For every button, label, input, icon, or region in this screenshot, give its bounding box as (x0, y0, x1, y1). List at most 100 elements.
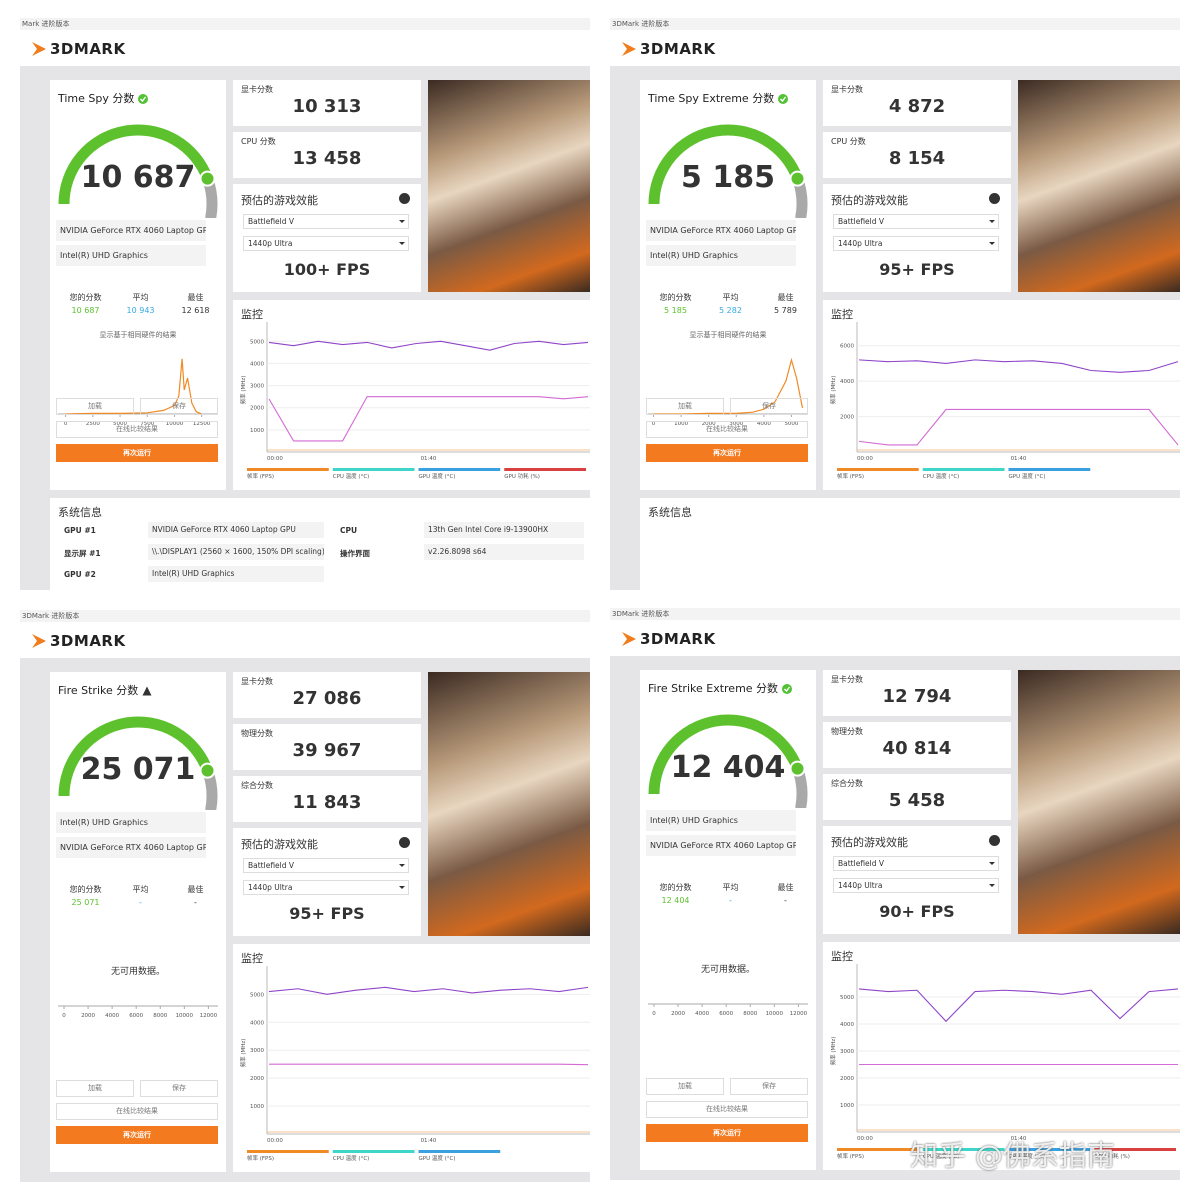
dist-tick-label: 12000 (200, 1013, 218, 1019)
button[interactable]: 在线比较结果 (646, 421, 808, 438)
dropdown[interactable]: Battlefield V (833, 856, 999, 871)
button[interactable]: 加载 (56, 398, 134, 415)
dist-tick-label: 5000 (113, 421, 127, 427)
y-tick-label: 1000 (840, 1103, 854, 1109)
dropdown[interactable]: Battlefield V (243, 858, 409, 873)
dropdown[interactable]: 1440p Ultra (243, 236, 409, 251)
y-tick-label: 2000 (250, 406, 264, 412)
compare-value: - (784, 896, 787, 905)
run-button[interactable]: 再次运行 (646, 1124, 808, 1142)
y-axis-title: 频率 (MHz) (239, 376, 247, 405)
monitor-title: 监控 (831, 308, 853, 321)
compare-label: 最佳 (777, 883, 794, 892)
button[interactable]: 保存 (140, 398, 218, 415)
legend-swatch (837, 1148, 919, 1151)
dropdown-arrow (399, 864, 405, 867)
button[interactable]: 保存 (730, 398, 808, 415)
status-badge (778, 94, 789, 104)
y-tick-label: 2000 (840, 1076, 854, 1082)
badge-check (140, 96, 147, 103)
window-title: 3DMark 进阶版本 (20, 610, 590, 622)
button[interactable]: 保存 (730, 1078, 808, 1095)
subscore-value: 13 458 (292, 148, 362, 169)
perf-box: 预估的游戏效能 Battlefield V 1440p Ultra 95+ FPS (233, 828, 421, 936)
y-tick-label: 3000 (250, 384, 264, 390)
subscore-label: 综合分数 (241, 781, 273, 790)
button[interactable]: 保存 (140, 1080, 218, 1097)
no-data: 无可用数据。 (700, 965, 755, 975)
button[interactable]: 在线比较结果 (646, 1101, 808, 1118)
y-tick-label: 3000 (250, 1048, 264, 1054)
subscore-box: 综合分数 11 843 (233, 776, 421, 822)
x-tick-label: 01:40 (421, 456, 437, 462)
legend-label: 帧率 (FPS) (837, 472, 864, 480)
score-gauge (648, 714, 808, 808)
x-tick-label: 01:40 (1011, 1136, 1027, 1142)
monitor-title: 监控 (241, 308, 263, 321)
gpu-name: NVIDIA GeForce RTX 4060 Laptop GPU (646, 835, 796, 856)
logo-chevron (622, 42, 636, 56)
badge-ok (782, 684, 793, 694)
subscore-value: 12 794 (882, 686, 952, 707)
hero-image (428, 672, 590, 936)
fps: 95+ FPS (879, 260, 955, 279)
y-tick-label: 5000 (250, 339, 264, 345)
legend-swatch (332, 1150, 415, 1153)
dist-caption: 显示基于相同硬件的结果 (99, 331, 177, 339)
hero-image (1018, 80, 1180, 292)
screenshot-panel: Mark 进阶版本 3DMARK Time Spy 分数 10 687 NVIDIA G… (20, 18, 590, 590)
legend-label: GPU 功耗 (%) (1094, 1152, 1130, 1160)
badge-warn (142, 686, 152, 696)
subscore-label: CPU 分数 (241, 137, 276, 146)
y-tick-label: 4000 (840, 1022, 854, 1028)
subscore-label: CPU 分数 (831, 137, 866, 146)
dropdown[interactable]: 1440p Ultra (833, 236, 999, 251)
logo-icon (32, 42, 46, 56)
run-button[interactable]: 再次运行 (56, 1126, 218, 1144)
button[interactable]: 加载 (646, 1078, 724, 1095)
sysinfo-title: 系统信息 (648, 506, 692, 519)
dropdown[interactable]: 1440p Ultra (833, 878, 999, 893)
legend-label: 帧率 (FPS) (247, 1154, 274, 1162)
y-axis-title: 频率 (MHz) (829, 1037, 837, 1066)
badge-check (784, 686, 791, 693)
monitor-box: 监控 频率 (MHz) 1000 2000 3000 4000 5000 00:00 01:40… (823, 942, 1180, 1170)
dist-tick-label: 4000 (105, 1013, 119, 1019)
perf-title: 预估的游戏效能 (831, 836, 908, 849)
dropdown[interactable]: Battlefield V (833, 214, 999, 229)
monitor-chart: 频率 (MHz) 1000 2000 3000 4000 5000 00:00 01:40 帧率… (239, 966, 590, 1162)
monitor-line (858, 408, 1179, 446)
compare-label: 最佳 (187, 885, 204, 894)
dropdown[interactable]: 1440p Ultra (243, 880, 409, 895)
screenshot-panel: 3DMark 进阶版本 3DMARK Fire Strike 分数 25 071 Int… (20, 610, 590, 1182)
dropdown[interactable]: Battlefield V (243, 214, 409, 229)
button[interactable]: 加载 (646, 398, 724, 415)
dist-tick-label: 0 (652, 1011, 656, 1017)
perf-title: 预估的游戏效能 (831, 194, 908, 207)
dist-tick-label: 3000 (729, 421, 743, 427)
dist-tick-label: 0 (62, 1013, 66, 1019)
compare-value: 10 943 (126, 306, 155, 315)
gauge-arc (58, 124, 213, 205)
badge-ok (138, 94, 149, 104)
run-button[interactable]: 再次运行 (56, 444, 218, 462)
distribution-chart: 0 2000 4000 6000 8000 10000 12000 (58, 1005, 218, 1019)
subscore-box: CPU 分数 8 154 (823, 132, 1011, 178)
monitor-line (268, 396, 589, 442)
monitor-box: 监控 频率 (MHz) 1000 2000 3000 4000 5000 00:00 01:40… (233, 944, 590, 1172)
subscore-box: 物理分数 40 814 (823, 722, 1011, 768)
run-button[interactable]: 再次运行 (646, 444, 808, 462)
button[interactable]: 在线比较结果 (56, 1103, 218, 1120)
subscore-label: 综合分数 (831, 779, 863, 788)
subscore-box: 显卡分数 27 086 (233, 672, 421, 718)
sysinfo-value: v2.26.8098 s64 (424, 544, 584, 560)
sysinfo-key: 操作界面 (340, 549, 370, 558)
gauge-knob (789, 170, 806, 187)
legend-label: 帧率 (FPS) (247, 472, 274, 480)
y-tick-label: 4000 (250, 361, 264, 367)
fps: 100+ FPS (283, 260, 371, 279)
gauge-arc (58, 716, 213, 797)
button[interactable]: 在线比较结果 (56, 421, 218, 438)
compare-value: - (729, 896, 732, 905)
button[interactable]: 加载 (56, 1080, 134, 1097)
